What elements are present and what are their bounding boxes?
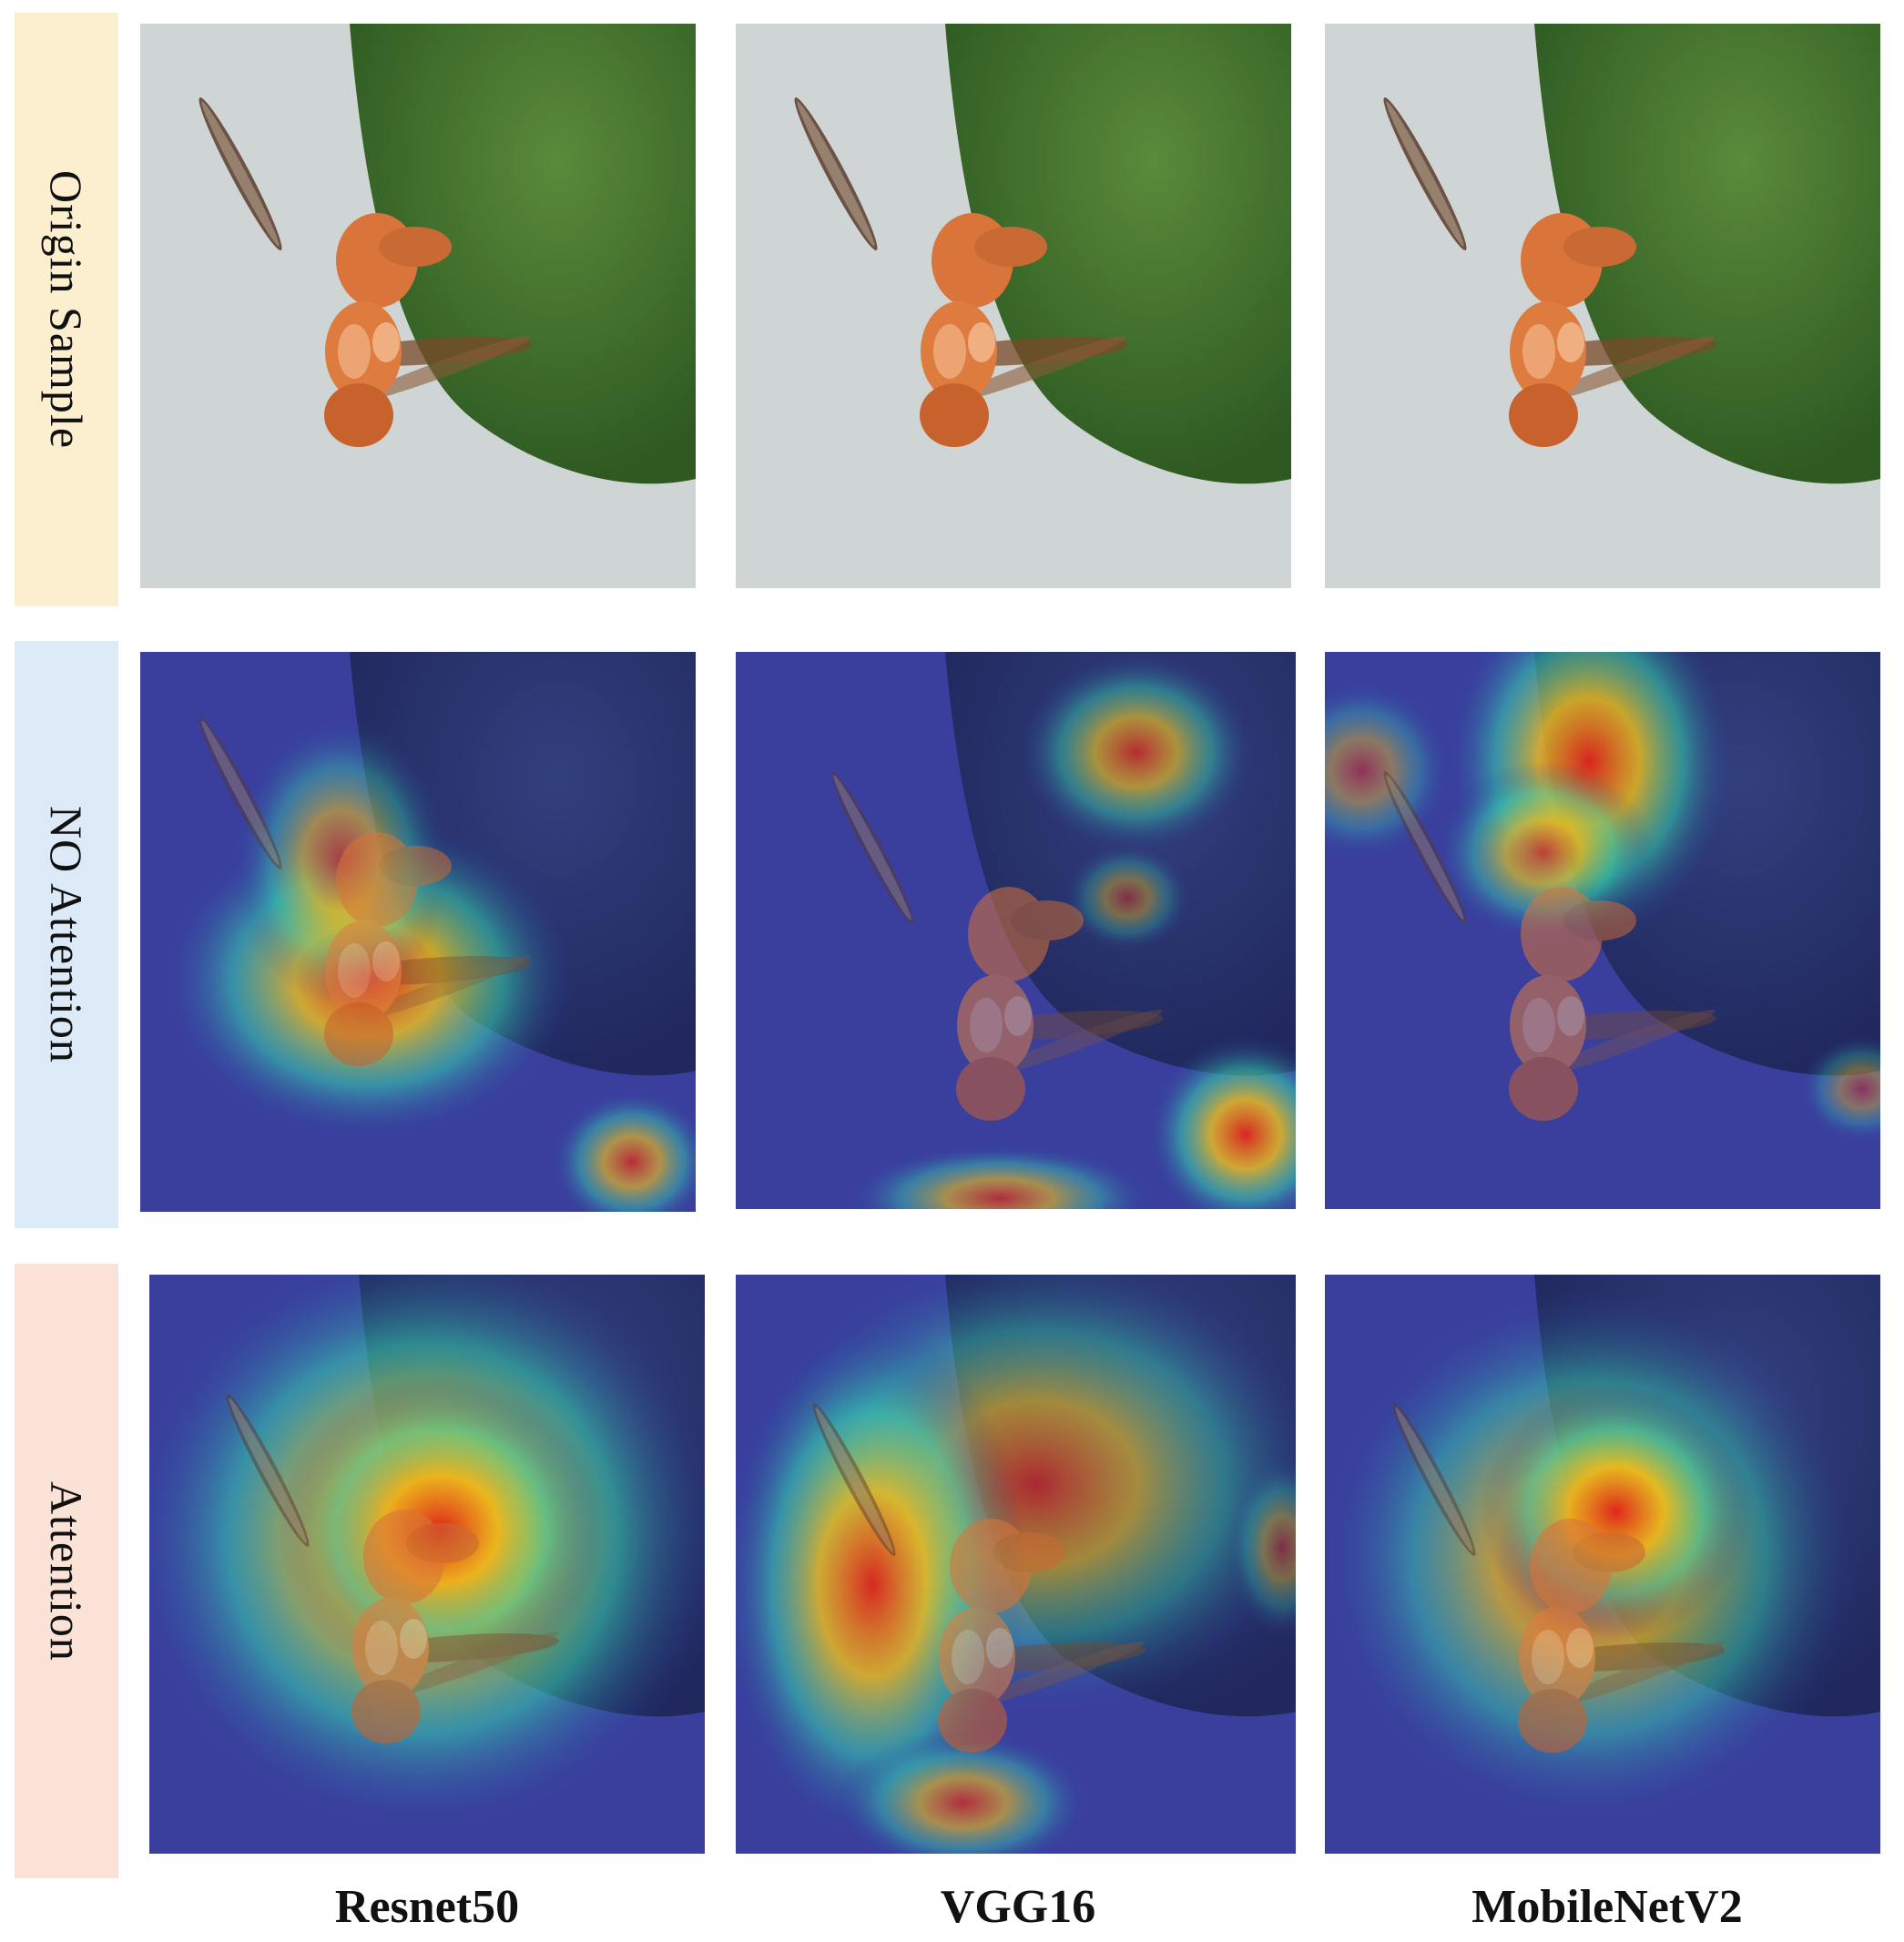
row-label-text: Origin Sample bbox=[41, 169, 92, 450]
row-label-origin-sample: Origin Sample bbox=[15, 13, 118, 606]
origin-sample-mobilenetv2 bbox=[1325, 24, 1880, 588]
row-label-attention: Attention bbox=[15, 1264, 118, 1878]
column-label-mobilenetv2: MobileNetV2 bbox=[1471, 1881, 1743, 1933]
row-label-text: Attention bbox=[41, 1480, 92, 1662]
no-attention-heatmap-mobilenetv2 bbox=[1325, 652, 1880, 1209]
row-label-text: NO Attention bbox=[41, 806, 92, 1063]
row-label-no-attention: NO Attention bbox=[15, 641, 118, 1228]
origin-sample-vgg16 bbox=[736, 24, 1291, 588]
origin-sample-resnet50 bbox=[140, 24, 696, 588]
no-attention-heatmap-vgg16 bbox=[736, 652, 1296, 1209]
attention-heatmap-resnet50 bbox=[149, 1275, 705, 1854]
column-label-vgg16: VGG16 bbox=[940, 1881, 1096, 1933]
attention-heatmap-mobilenetv2 bbox=[1325, 1275, 1880, 1854]
attention-heatmap-vgg16 bbox=[736, 1275, 1296, 1854]
no-attention-heatmap-resnet50 bbox=[140, 652, 696, 1212]
column-label-resnet50: Resnet50 bbox=[334, 1881, 520, 1933]
